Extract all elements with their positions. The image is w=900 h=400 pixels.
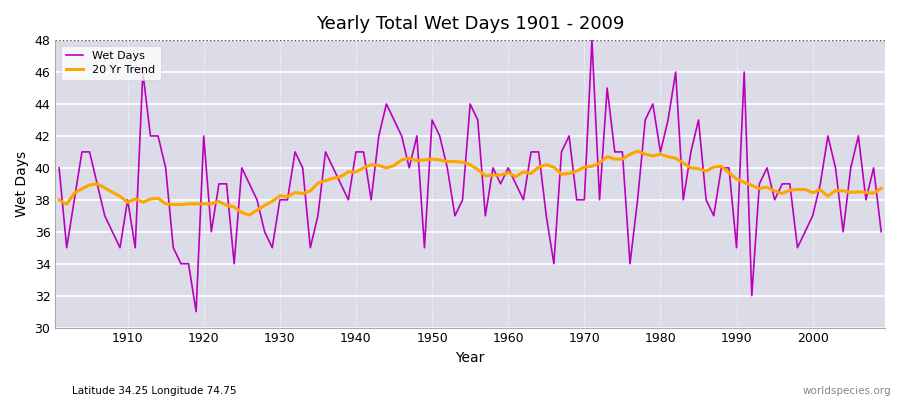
Wet Days (876, 229, 886, 234)
Text: Latitude 34.25 Longitude 74.75: Latitude 34.25 Longitude 74.75 (72, 386, 237, 396)
20 Yr Trend (503, 170, 514, 175)
Wet Days (587, 38, 598, 42)
Wet Days (336, 182, 346, 186)
Text: worldspecies.org: worldspecies.org (803, 386, 891, 396)
Wet Days (503, 166, 514, 170)
X-axis label: Year: Year (455, 351, 485, 365)
Wet Days (510, 182, 521, 186)
20 Yr Trend (336, 174, 346, 179)
20 Yr Trend (510, 174, 521, 179)
20 Yr Trend (602, 154, 613, 159)
20 Yr Trend (244, 212, 255, 217)
Wet Days (54, 166, 65, 170)
Line: 20 Yr Trend: 20 Yr Trend (59, 151, 881, 215)
Wet Days (609, 150, 620, 154)
20 Yr Trend (876, 186, 886, 191)
20 Yr Trend (114, 194, 125, 199)
Line: Wet Days: Wet Days (59, 40, 881, 312)
Wet Days (114, 245, 125, 250)
20 Yr Trend (290, 190, 301, 195)
20 Yr Trend (632, 149, 643, 154)
Y-axis label: Wet Days: Wet Days (15, 151, 29, 217)
Legend: Wet Days, 20 Yr Trend: Wet Days, 20 Yr Trend (61, 46, 160, 80)
Wet Days (290, 150, 301, 154)
Title: Yearly Total Wet Days 1901 - 2009: Yearly Total Wet Days 1901 - 2009 (316, 15, 625, 33)
Wet Days (191, 309, 202, 314)
20 Yr Trend (54, 198, 65, 202)
